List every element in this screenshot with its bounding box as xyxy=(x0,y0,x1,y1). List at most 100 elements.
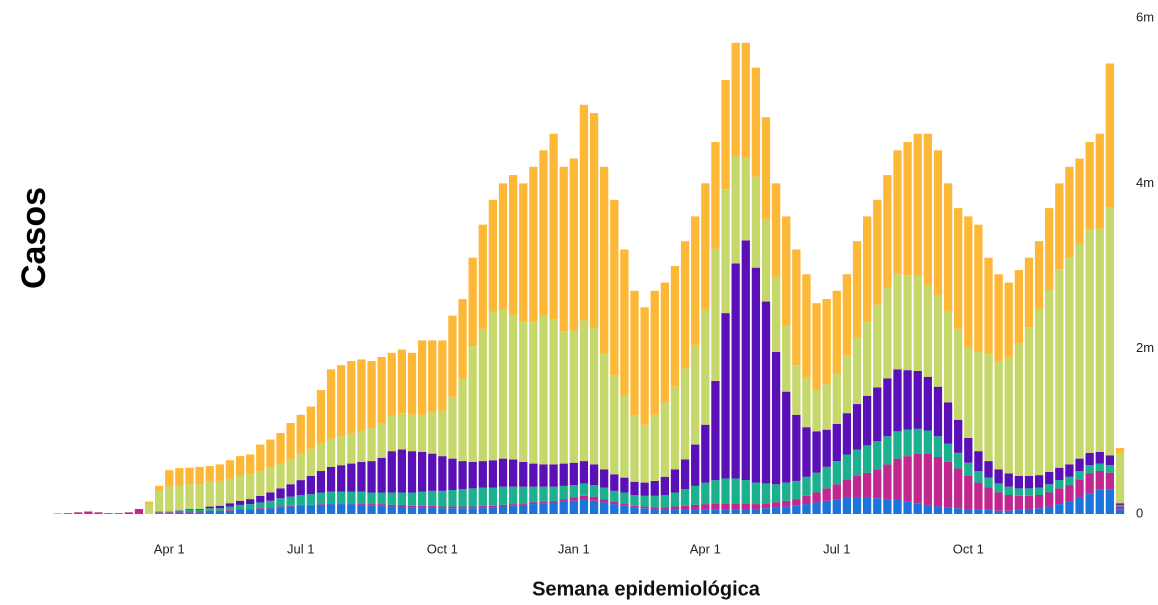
x-tick-label: Jan 1 xyxy=(558,541,590,556)
bar-segment xyxy=(1085,452,1094,466)
x-tick-label: Apr 1 xyxy=(154,541,185,556)
bar-segment xyxy=(468,508,477,514)
bar-segment xyxy=(387,415,396,452)
bar-segment xyxy=(306,504,316,506)
bar-segment xyxy=(650,509,659,514)
bar-segment xyxy=(802,427,811,477)
bar-segment xyxy=(974,351,983,452)
bar-segment xyxy=(589,113,599,328)
bar-segment xyxy=(862,497,872,514)
bar-segment xyxy=(721,478,730,504)
bar-segment xyxy=(600,499,609,503)
bar-segment xyxy=(1065,501,1074,514)
bar-segment xyxy=(74,512,83,514)
bar-segment xyxy=(923,430,932,454)
bar-segment xyxy=(640,307,649,425)
bar-segment xyxy=(428,453,437,491)
bar-segment xyxy=(498,506,508,514)
bar-segment xyxy=(1034,309,1044,476)
bar-segment xyxy=(165,511,174,513)
bar-segment xyxy=(377,504,386,506)
bar-segment xyxy=(812,502,821,514)
bar-segment xyxy=(771,507,781,514)
bar-segment xyxy=(488,311,498,461)
bar-segment xyxy=(246,454,255,475)
bar-segment xyxy=(600,502,609,514)
bar-segment xyxy=(610,501,619,505)
bar-segment xyxy=(195,466,204,485)
bar-segment xyxy=(559,331,568,464)
bar-segment xyxy=(771,502,781,508)
bar-segment xyxy=(215,511,224,514)
bar-segment xyxy=(347,433,356,464)
bar-segment xyxy=(964,462,973,476)
bar-segment xyxy=(154,485,164,491)
bar-segment xyxy=(438,508,447,514)
bar-segment xyxy=(286,459,295,485)
bar-segment xyxy=(620,492,629,504)
bar-segment xyxy=(205,466,214,482)
bar-segment xyxy=(407,507,417,514)
bar-segment xyxy=(468,506,477,509)
bar-segment xyxy=(1024,257,1034,328)
bar-segment xyxy=(1055,183,1064,270)
bar-segment xyxy=(498,486,508,505)
bar-segment xyxy=(1034,494,1044,509)
y-tick-label: 0 xyxy=(1136,505,1143,520)
bar-segment xyxy=(670,492,680,507)
bar-segment xyxy=(731,263,740,479)
bar-segment xyxy=(235,475,245,501)
bar-segment xyxy=(630,290,639,416)
bar-segment xyxy=(792,249,801,366)
bar-segment xyxy=(964,509,973,514)
bar-segment xyxy=(448,458,457,491)
bar-segment xyxy=(933,295,943,387)
bar-segment xyxy=(458,508,467,514)
bar-segment xyxy=(1065,257,1074,465)
bar-segment xyxy=(316,443,326,472)
bar-segment xyxy=(620,477,629,493)
bar-segment xyxy=(579,104,589,321)
bar-segment xyxy=(640,506,649,509)
bar-segment xyxy=(165,512,174,514)
bar-segment xyxy=(873,387,882,442)
bar-segment xyxy=(438,340,447,411)
bar-segment xyxy=(316,504,326,514)
bar-segment xyxy=(852,497,862,514)
bar-segment xyxy=(862,216,872,322)
bar-segment xyxy=(802,377,811,428)
bar-segment xyxy=(660,282,670,403)
bar-segment xyxy=(508,505,518,514)
bar-segment xyxy=(802,495,811,505)
bar-segment xyxy=(802,274,811,378)
bar-segment xyxy=(1085,229,1094,453)
bar-segment xyxy=(185,509,194,510)
bar-segment xyxy=(660,507,670,510)
bar-segment xyxy=(680,241,690,369)
bar-segment xyxy=(984,257,993,354)
bar-segment xyxy=(357,430,366,462)
bar-segment xyxy=(508,504,518,506)
bar-segment xyxy=(266,492,275,501)
bar-segment xyxy=(539,464,548,487)
bar-segment xyxy=(256,495,265,503)
bar-segment xyxy=(600,469,609,488)
bar-segment xyxy=(337,504,346,514)
bar-segment xyxy=(357,359,366,431)
bar-segment xyxy=(256,502,265,509)
bar-segment xyxy=(721,503,730,510)
bar-segment xyxy=(782,506,791,514)
bar-segment xyxy=(600,166,609,354)
bar-segment xyxy=(670,506,680,510)
bar-segment xyxy=(761,218,771,302)
bar-segment xyxy=(337,365,346,437)
bar-segment xyxy=(448,490,457,507)
bar-segment xyxy=(1065,166,1074,258)
bar-segment xyxy=(893,431,902,459)
bar-segment xyxy=(266,508,275,514)
bar-segment xyxy=(195,509,204,512)
bar-segment xyxy=(185,484,194,510)
bar-segment xyxy=(468,257,477,347)
bar-segment xyxy=(529,486,538,503)
bar-segment xyxy=(579,320,589,462)
